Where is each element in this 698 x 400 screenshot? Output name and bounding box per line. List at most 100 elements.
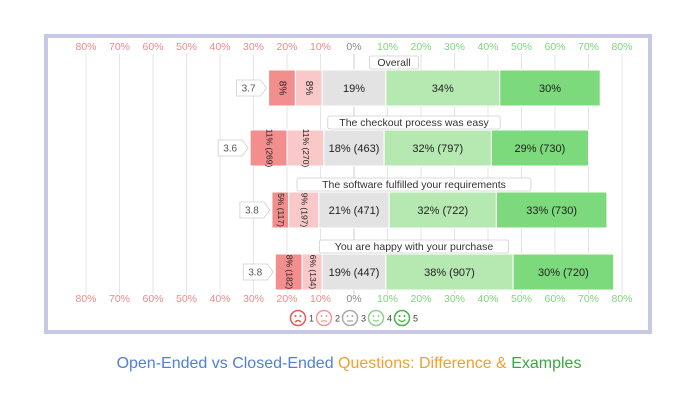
score-value: 3.8 (248, 268, 262, 279)
bar-segment (321, 69, 387, 107)
score-tag (217, 139, 249, 157)
tick-label: 80% (611, 293, 632, 305)
bar-segment (323, 129, 385, 167)
tick-label: 40% (477, 293, 498, 305)
tick-label: 10% (310, 41, 331, 53)
legend-face-neutral-icon (341, 309, 359, 327)
question-label-box (327, 115, 501, 130)
tick-label: 40% (209, 41, 230, 53)
score-value: 3.7 (242, 84, 256, 95)
legend-eye-icon (398, 315, 401, 317)
question-label: Overall (377, 57, 410, 69)
tick-label: 30% (243, 293, 264, 305)
bar-segment (490, 129, 590, 167)
segment-label: 33% (730) (526, 205, 577, 217)
legend-label: 3 (361, 314, 366, 324)
legend-eye-icon (320, 315, 323, 317)
segment-label: 18% (463) (329, 143, 380, 155)
legend-label: 5 (413, 314, 418, 324)
tick-label: 60% (142, 293, 163, 305)
tick-label: 70% (109, 41, 130, 53)
tick-label: 0% (346, 41, 361, 53)
legend-label: 2 (335, 314, 340, 324)
tick-label: 30% (444, 293, 465, 305)
segment-label: 8% (303, 81, 314, 96)
tick-label: 80% (611, 41, 632, 53)
tick-label: 10% (310, 293, 331, 305)
question-label-box (368, 55, 419, 70)
bar-segment (288, 191, 320, 229)
segment-label: 19% (343, 83, 365, 95)
tick-label: 40% (477, 41, 498, 53)
tick-label: 20% (276, 293, 297, 305)
legend-eye-icon (299, 315, 302, 317)
bar-segment (512, 253, 615, 291)
segment-label: 11% (269) (264, 129, 274, 168)
legend-mouth-icon (294, 319, 302, 323)
legend-eye-icon (351, 315, 354, 317)
legend-eye-icon (403, 315, 406, 317)
question-label-box (296, 177, 532, 192)
segment-label: 9% (197) (300, 193, 310, 228)
tick-label: 80% (75, 41, 96, 53)
bar-segment (274, 253, 303, 291)
question-label: You are happy with your purchase (335, 241, 494, 253)
tick-label: 50% (176, 293, 197, 305)
segment-label: 19% (447) (329, 267, 380, 279)
tick-label: 70% (578, 41, 599, 53)
legend-eye-icon (372, 315, 375, 317)
caption-part-1: Open-Ended vs Closed-Ended (116, 355, 334, 372)
tick-label: 10% (377, 41, 398, 53)
bar-segment (268, 69, 296, 107)
bar-segment (388, 191, 497, 229)
segment-label: 38% (907) (424, 267, 475, 279)
segment-label: 29% (730) (515, 143, 566, 155)
caption-part-2: Questions: Difference & (338, 355, 507, 372)
legend-label: 1 (309, 314, 314, 324)
bar-segment (249, 129, 288, 167)
segment-label: 8% (182) (284, 255, 294, 290)
score-value: 3.8 (245, 206, 259, 217)
bar-segment (383, 129, 492, 167)
bar-segment (499, 69, 601, 107)
segment-label: 8% (276, 81, 287, 96)
legend-face-happy-icon (367, 309, 385, 327)
tick-label: 60% (544, 293, 565, 305)
caption-part-3: Examples (511, 355, 582, 372)
question-label: The checkout process was easy (339, 117, 489, 129)
caption: Open-Ended vs Closed-Ended Questions: Di… (0, 355, 698, 373)
question-label: The software fulfilled your requirements (322, 179, 506, 191)
legend-mouth-icon (398, 319, 406, 323)
tick-label: 80% (75, 293, 96, 305)
bar-segment (318, 191, 390, 229)
score-tag (236, 79, 268, 97)
tick-label: 70% (109, 293, 130, 305)
tick-label: 70% (578, 293, 599, 305)
legend-face-sad-icon (315, 309, 333, 327)
segment-label: 34% (432, 83, 454, 95)
tick-label: 0% (346, 293, 361, 305)
segment-label: 21% (471) (329, 205, 380, 217)
tick-label: 60% (142, 41, 163, 53)
legend-mouth-icon (320, 320, 328, 323)
legend-eye-icon (294, 315, 297, 317)
tick-label: 20% (410, 293, 431, 305)
segment-label: 32% (722) (417, 205, 468, 217)
bar-segment (294, 69, 323, 107)
tick-label: 20% (410, 41, 431, 53)
legend-label: 4 (387, 314, 392, 324)
score-value: 3.6 (223, 144, 237, 155)
likert-chart: 80%80%70%70%60%60%50%50%40%40%30%30%20%2… (75, 41, 633, 327)
tick-label: 30% (243, 41, 264, 53)
bar-segment (286, 129, 325, 167)
bar-segment (385, 253, 514, 291)
legend-eye-icon (346, 315, 349, 317)
tick-label: 50% (511, 293, 532, 305)
segment-label: 32% (797) (412, 143, 463, 155)
score-tag (239, 201, 271, 219)
score-tag (242, 263, 274, 281)
tick-label: 30% (444, 41, 465, 53)
legend-face-very-happy-icon (393, 309, 411, 327)
tick-label: 20% (276, 41, 297, 53)
tick-label: 50% (511, 41, 532, 53)
